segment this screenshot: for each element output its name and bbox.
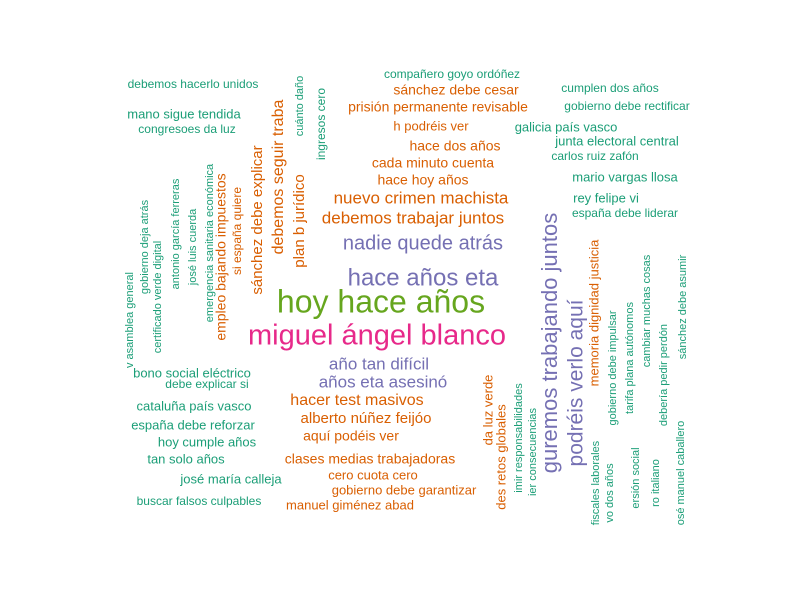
- word-50: buscar falsos culpables: [137, 494, 262, 508]
- word-1: miguel ángel blanco: [248, 320, 506, 352]
- word-13: plan b jurídico: [291, 174, 308, 267]
- word-29: da luz verde: [480, 375, 495, 446]
- word-28: memoria dignidad justicia: [586, 239, 601, 386]
- word-42: españa debe liderar: [572, 206, 678, 220]
- word-30: des retos globales: [493, 404, 508, 510]
- word-27: si españa quiere: [230, 187, 244, 275]
- word-61: fiscales laborales: [590, 440, 602, 525]
- word-47: hoy cumple años: [158, 434, 257, 449]
- word-64: tarifa plana autónomos: [624, 302, 636, 414]
- word-53: v asamblea general: [124, 272, 136, 368]
- word-20: hace hoy años: [377, 172, 468, 188]
- word-26: manuel giménez abad: [286, 497, 414, 512]
- word-7: años eta asesinó: [319, 372, 448, 391]
- word-33: mano sigue tendida: [127, 106, 241, 121]
- word-14: empleo bajando impuestos: [213, 173, 229, 340]
- word-46: españa debe reforzar: [131, 417, 255, 432]
- word-68: debería pedir perdón: [658, 324, 670, 426]
- word-63: gobierno debe impulsar: [607, 310, 619, 425]
- word-18: hace dos años: [409, 138, 500, 154]
- word-60: ier consecuencias: [527, 407, 539, 496]
- word-39: carlos ruiz zafón: [551, 149, 638, 163]
- word-51: cuánto daño: [294, 76, 306, 137]
- word-15: alberto núñez feijóo: [301, 410, 432, 427]
- word-35: galicia país vasco: [515, 119, 618, 134]
- word-34: congresoes da luz: [138, 122, 235, 136]
- word-10: hacer test masivos: [290, 392, 423, 409]
- word-25: gobierno debe garantizar: [332, 482, 477, 497]
- word-12: sánchez debe explicar: [249, 145, 266, 294]
- word-70: sánchez debe asumir: [677, 254, 689, 359]
- word-43: bono social eléctrico: [133, 365, 251, 380]
- word-52: ingresos cero: [314, 88, 328, 160]
- word-22: sánchez debe cesar: [393, 82, 519, 98]
- word-45: cataluña país vasco: [137, 398, 252, 413]
- word-59: imir responsabilidades: [513, 383, 525, 493]
- word-56: antonio garcía ferreras: [170, 178, 182, 289]
- word-17: clases medias trabajadoras: [285, 451, 455, 467]
- word-11: debemos seguir traba: [270, 100, 287, 255]
- word-19: cada minuto cuenta: [372, 155, 494, 171]
- word-3: guremos trabajando juntos: [537, 213, 562, 474]
- word-69: osé manuel caballero: [675, 421, 687, 526]
- word-4: podréis verlo aquí: [565, 299, 588, 466]
- word-21: prisión permanente revisable: [348, 99, 528, 115]
- word-67: ro italiano: [650, 459, 662, 507]
- word-66: ersión social: [630, 447, 642, 508]
- word-57: josé luis cuerda: [187, 208, 199, 286]
- word-16: aquí podéis ver: [303, 428, 399, 444]
- word-37: gobierno debe rectificar: [564, 99, 689, 113]
- word-8: nuevo crimen machista: [334, 188, 509, 207]
- word-38: junta electoral central: [554, 133, 679, 148]
- word-44: debe explicar si: [165, 377, 248, 391]
- word-62: vo dos años: [604, 463, 616, 523]
- word-49: josé maría calleja: [179, 471, 282, 486]
- word-31: compañero goyo ordóñez: [384, 67, 520, 81]
- word-41: rey felipe vi: [573, 190, 639, 205]
- word-40: mario vargas llosa: [572, 169, 678, 184]
- word-32: debemos hacerlo unidos: [128, 77, 259, 91]
- word-0: hoy hace años: [277, 283, 485, 319]
- word-65: cambiar muchas cosas: [641, 254, 653, 367]
- word-9: debemos trabajar juntos: [322, 208, 504, 227]
- word-55: certificado verde digital: [152, 241, 164, 354]
- word-36: cumplen dos años: [561, 81, 658, 95]
- word-2: hace años eta: [348, 264, 499, 291]
- word-6: año tan difícil: [329, 354, 429, 373]
- word-58: emergencia sanitaria económica: [204, 163, 216, 322]
- word-54: gobierno deja atrás: [139, 199, 151, 294]
- word-5: nadie quede atrás: [343, 232, 503, 254]
- word-24: cero cuota cero: [328, 467, 418, 482]
- word-48: tan solo años: [147, 451, 225, 466]
- word-23: h podréis ver: [393, 118, 469, 133]
